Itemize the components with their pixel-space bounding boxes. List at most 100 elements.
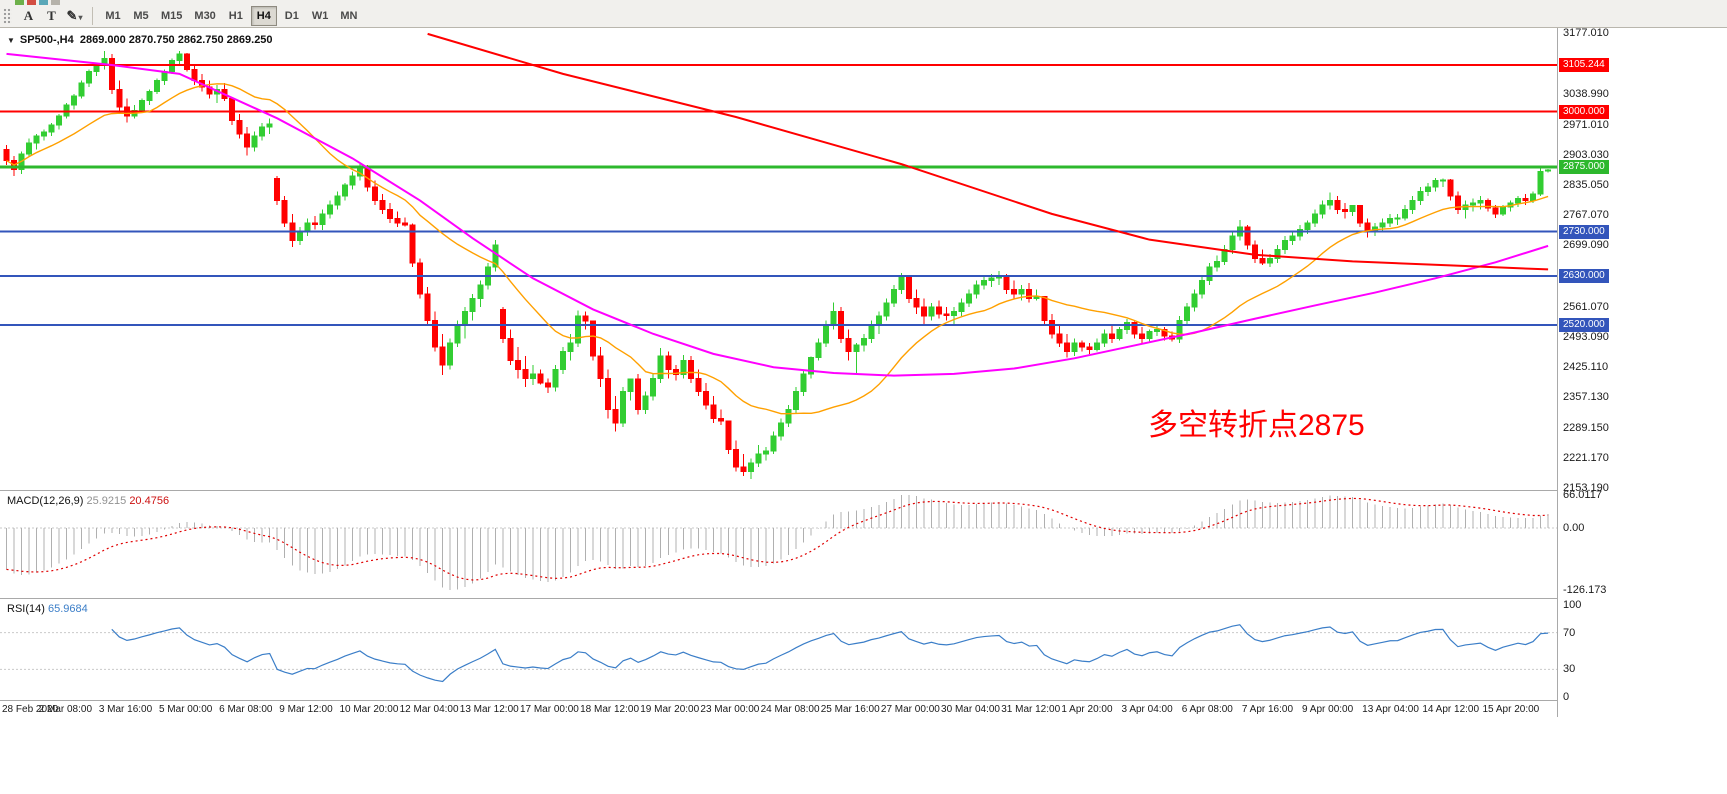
price-level-badge: 2630.000 [1559,269,1609,284]
price-axis-tick: 2971.010 [1563,118,1609,131]
ohlc-values: 2869.000 2870.750 2862.750 2869.250 [79,34,273,46]
macd-chart [0,495,1557,590]
time-axis-label: 9 Mar 12:00 [279,704,333,715]
main-toolbar: A T ✎▾ M1 M5 M15 M30 H1 H4 D1 W1 MN [0,0,1727,28]
timeframe-button-d1[interactable]: D1 [279,6,305,26]
macd-axis-label: 0.00 [1563,522,1585,534]
rsi-chart [0,624,1557,683]
timeframe-button-m30[interactable]: M30 [189,6,220,26]
price-axis-tick: 3038.990 [1563,88,1609,101]
price-axis-tick: 2493.090 [1563,330,1609,343]
macd-panel[interactable]: MACD(12,26,9) 25.9215 20.4756 [0,492,1557,598]
time-axis-label: 30 Mar 04:00 [941,704,1000,715]
macd-name: MACD(12,26,9) [7,495,84,507]
rsi-panel[interactable]: RSI(14) 65.9684 [0,600,1557,700]
cropped-icon-3 [39,0,48,5]
time-axis[interactable]: 28 Feb 2020 2 Mar 08:00 3 Mar 16:00 5 Mar 0… [0,701,1557,718]
time-axis-label: 12 Mar 04:00 [399,704,459,715]
price-axis-tick: 2153.190 [1563,482,1609,494]
time-axis-label: 3 Apr 04:00 [1121,704,1173,715]
time-axis-label: 23 Mar 00:00 [700,704,760,715]
time-axis-label: 31 Mar 12:00 [1001,704,1061,715]
drawing-tool-button[interactable]: ✎▾ [63,6,86,27]
rsi-axis-label: 0 [1563,691,1570,703]
timeframe-button-mn[interactable]: MN [335,6,362,26]
pencil-icon: ✎ [66,8,78,23]
price-level-badge: 2520.000 [1559,317,1609,332]
price-axis[interactable]: 3177.010 3038.990 2971.010 2903.030 2835.050… [1557,27,1727,717]
chevron-down-icon: ▾ [78,13,83,22]
rsi-label: RSI(14) 65.9684 [7,603,88,615]
timeframe-button-m1[interactable]: M1 [100,6,126,26]
rsi-axis-label: 70 [1563,626,1576,639]
time-axis-label: 7 Apr 16:00 [1241,704,1294,715]
cropped-icon-2 [27,0,36,5]
price-level-badge: 3000.000 [1559,104,1609,119]
price-axis-tick: 2767.070 [1563,209,1609,222]
price-axis-tick: 2903.030 [1563,148,1609,161]
ma-medium-line [6,52,1549,377]
timeframe-button-w1[interactable]: W1 [307,6,334,26]
time-axis-label: 3 Mar 16:00 [98,704,153,715]
price-axis-tick: 2425.110 [1563,361,1609,374]
time-axis-label: 13 Apr 04:00 [1362,704,1419,715]
macd-histogram [6,495,1549,590]
time-axis-label: 6 Mar 08:00 [219,704,273,715]
ma-slow-line [427,32,1549,271]
panel-separator-2[interactable] [0,598,1727,599]
price-axis-tick: 2699.090 [1563,239,1609,252]
annotation-text: 多空转折点2875 [1148,409,1365,442]
price-chart-panel[interactable]: ▼ SP500-,H4 2869.000 2870.750 2862.750 28… [0,28,1557,490]
time-axis-label: 18 Mar 12:00 [580,704,640,715]
macd-signal-line [6,497,1549,581]
time-axis-label: 28 Feb 2020 [2,704,59,715]
price-level-badge: 3105.244 [1559,57,1609,72]
price-axis-tick: 2835.050 [1563,178,1609,191]
timeframe-button-h4[interactable]: H4 [250,6,277,26]
cropped-icon-4 [51,0,60,5]
time-axis-label: 9 Apr 00:00 [1302,704,1354,715]
panel-separator-1[interactable] [0,490,1727,491]
time-axis-label: 5 Mar 00:00 [158,704,213,715]
candlestick-chart[interactable] [0,28,1557,490]
text-label-tool-button[interactable]: T [40,6,63,27]
chart-title: ▼ SP500-,H4 2869.000 2870.750 2862.750 28… [7,34,273,46]
timeframe-button-h1[interactable]: H1 [223,6,249,26]
time-axis-label: 1 Apr 20:00 [1061,704,1113,715]
macd-label: MACD(12,26,9) 25.9215 20.4756 [7,495,169,507]
rsi-name: RSI(14) [7,603,45,615]
one-click-trading-arrow[interactable]: ▼ [7,36,15,45]
time-axis-label: 19 Mar 20:00 [640,704,700,715]
timeframe-button-m15[interactable]: M15 [156,6,187,26]
cropped-icon-1 [15,0,24,5]
time-axis-label: 6 Apr 08:00 [1181,704,1233,715]
macd-axis-label: 66.0117 [1563,489,1602,501]
timeframe-toolbar: M1 M5 M15 M30 H1 H4 D1 W1 MN [99,6,363,26]
toolbar-drag-handle[interactable] [3,8,12,24]
time-axis-label: 17 Mar 00:00 [519,704,579,715]
price-level-badge: 2730.000 [1559,224,1609,239]
macd-signal-value: 20.4756 [129,495,170,507]
price-axis-tick: 2221.170 [1563,451,1609,464]
time-axis-label: 25 Mar 16:00 [820,704,880,715]
macd-main-value: 25.9215 [86,495,127,507]
rsi-line [111,624,1549,683]
time-axis-label: 15 Apr 20:00 [1482,704,1540,715]
font-tool-button[interactable]: A [17,6,40,27]
rsi-axis-label: 30 [1563,663,1576,676]
time-axis-label: 2 Mar 08:00 [38,704,93,715]
ma-fast-line [6,83,1549,415]
rsi-value: 65.9684 [47,603,88,615]
toolbar-separator [92,7,93,25]
time-axis-label: 27 Mar 00:00 [880,704,940,715]
panel-separator-3 [0,700,1727,701]
timeframe-button-m5[interactable]: M5 [128,6,154,26]
price-level-badge: 2875.000 [1559,160,1609,175]
time-axis-label: 10 Mar 20:00 [339,704,399,715]
symbol-period-label: SP500-,H4 [19,34,74,46]
macd-axis-label: -126.173 [1563,584,1607,596]
price-axis-tick: 3177.010 [1563,27,1609,39]
price-axis-tick: 2289.150 [1563,421,1609,434]
time-axis-label: 13 Mar 12:00 [459,704,519,715]
